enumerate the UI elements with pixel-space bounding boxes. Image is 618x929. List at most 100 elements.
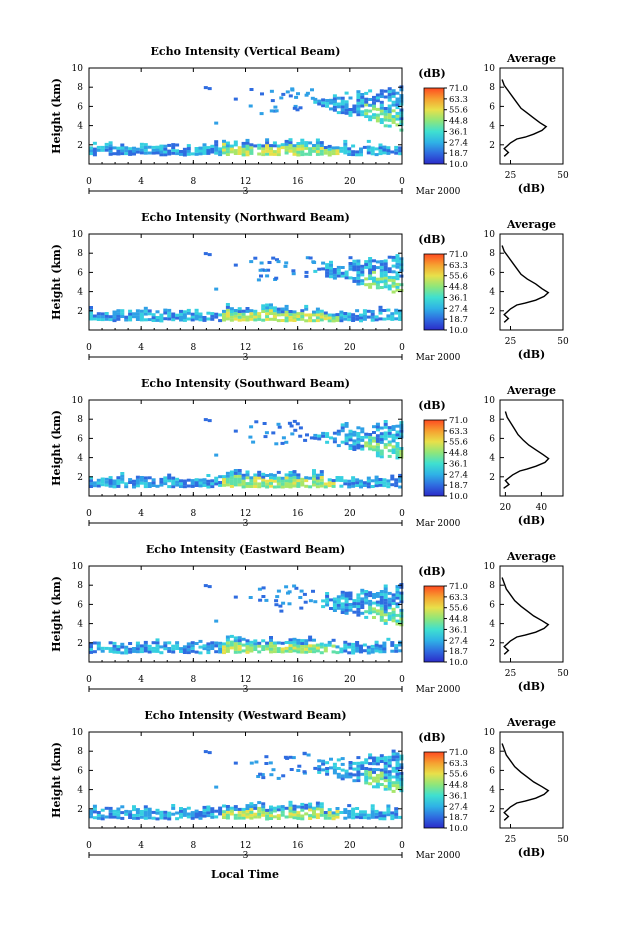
echo-cell (288, 471, 293, 474)
echo-cell (124, 146, 129, 150)
echo-cell (233, 97, 238, 101)
echo-cell (323, 148, 328, 152)
echo-cell (100, 483, 105, 487)
echo-cell (344, 436, 349, 440)
echo-cell (171, 143, 176, 147)
echo-cell (372, 756, 376, 760)
echo-cell (382, 151, 387, 155)
echo-cell (364, 601, 369, 605)
echo-cell (347, 318, 352, 322)
echo-cell (264, 598, 269, 602)
echo-cell (284, 482, 289, 486)
echo-cell (351, 319, 356, 322)
echo-cell (229, 646, 234, 650)
echo-cell (218, 806, 223, 810)
echo-cell (147, 485, 152, 488)
echo-cell (89, 146, 93, 150)
echo-cell (312, 469, 316, 473)
echo-cell (352, 265, 357, 269)
echo-cell (379, 109, 384, 113)
echo-cell (120, 472, 125, 475)
echo-cell (284, 151, 289, 155)
echo-cell (390, 641, 395, 645)
x-tick-label: 20 (344, 177, 356, 187)
echo-cell (147, 318, 152, 322)
echo-cell (155, 310, 160, 314)
echo-cell (356, 443, 361, 447)
echo-cell (253, 804, 258, 807)
echo-cell (96, 145, 101, 149)
echo-cell (135, 309, 140, 313)
echo-cell (368, 608, 373, 612)
echo-cell (379, 438, 384, 441)
echo-cell (366, 813, 371, 817)
echo-cell (394, 308, 399, 312)
echo-cell (143, 813, 148, 817)
echo-cell (378, 308, 383, 312)
echo-cell (210, 479, 215, 483)
echo-cell (332, 105, 337, 109)
echo-cell (112, 482, 117, 486)
colorbar-label: 36.1 (449, 459, 468, 469)
echo-cell (272, 150, 277, 154)
echo-cell (120, 477, 125, 481)
echo-cell (269, 805, 273, 809)
echo-cell (340, 102, 345, 106)
echo-cell (351, 316, 356, 320)
echo-cell (375, 93, 380, 97)
echo-cell (383, 443, 388, 447)
echo-cell (360, 764, 365, 768)
echo-cell (379, 590, 384, 593)
echo-cell (348, 429, 353, 433)
echo-cell (379, 592, 384, 596)
echo-cell (104, 480, 109, 484)
echo-cell (395, 766, 400, 770)
colorbar-label: 10.0 (449, 160, 468, 170)
echo-cell (89, 642, 93, 646)
echo-cell (288, 318, 293, 322)
echo-cell (399, 594, 404, 598)
colorbar-label: 71.0 (449, 250, 468, 260)
echo-cell (265, 306, 270, 310)
echo-cell (352, 448, 357, 451)
echo-cell (222, 478, 226, 481)
echo-cell (352, 442, 357, 446)
echo-cell (155, 644, 160, 648)
echo-cell (272, 476, 277, 480)
echo-cell (120, 309, 125, 313)
echo-cell (214, 815, 219, 819)
echo-cell (383, 420, 388, 423)
echo-cell (327, 640, 332, 644)
echo-cell (313, 100, 318, 104)
echo-cell (249, 813, 254, 817)
echo-cell (360, 761, 365, 765)
echo-heatmap (89, 583, 404, 655)
echo-cell (395, 288, 400, 292)
echo-cell (344, 439, 349, 443)
echo-cell (233, 642, 238, 646)
echo-cell (285, 756, 290, 760)
echo-cell (108, 641, 113, 645)
x-tick-label: 12 (240, 841, 251, 851)
echo-cell (214, 650, 219, 654)
echo-cell (284, 646, 289, 650)
echo-cell (359, 810, 363, 814)
echo-cell (253, 648, 258, 651)
echo-cell (362, 145, 367, 149)
echo-cell (387, 764, 392, 768)
echo-cell (383, 601, 388, 605)
echo-cell (348, 108, 353, 111)
echo-cell (336, 775, 341, 779)
echo-cell (399, 757, 404, 761)
echo-cell (253, 642, 258, 646)
colorbar (423, 253, 445, 331)
echo-cell (92, 484, 97, 488)
echo-cell (315, 804, 320, 808)
echo-cell (360, 264, 365, 268)
echo-cell (222, 312, 226, 316)
echo-cell (292, 144, 297, 148)
echo-cell (245, 153, 250, 157)
echo-cell (362, 816, 367, 820)
echo-cell (237, 469, 242, 472)
echo-cell (273, 105, 278, 109)
